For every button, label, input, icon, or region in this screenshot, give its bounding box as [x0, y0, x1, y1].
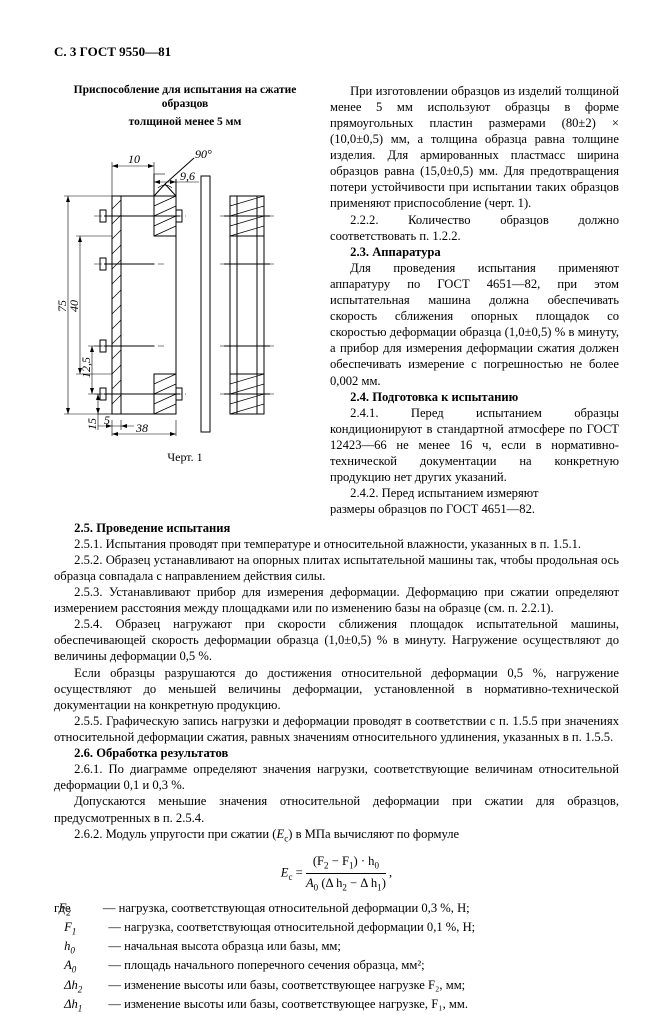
para-2-5-3: 2.5.3. Устанавливают прибор для измерени… — [54, 584, 619, 616]
where-4: A0 — площадь начального поперечного сече… — [54, 957, 619, 976]
f-eq: = — [293, 865, 306, 879]
heading-2-6: 2.6. Обработка результатов — [54, 745, 619, 761]
where-5: Δh2 — изменение высоты или базы, соответ… — [54, 977, 619, 996]
heading-2-4: 2.4. Подготовка к испытанию — [330, 389, 619, 405]
para-2-5-4b: Если образцы разрушаются до достижения о… — [54, 665, 619, 713]
two-column-block: Приспособление для испытания на сжатие о… — [54, 83, 619, 518]
where-list: где F2 — нагрузка, соответствующая относ… — [54, 900, 619, 1015]
heading-2-3: 2.3. Аппаратура — [330, 244, 619, 260]
para-2-6-2: 2.6.2. Модуль упругости при сжатии (Ec) … — [54, 826, 619, 845]
f-lhs: E — [281, 865, 289, 879]
page-header: С. 3 ГОСТ 9550—81 — [54, 44, 619, 61]
where-6: Δh1 — изменение высоты или базы, соответ… — [54, 996, 619, 1015]
formula-Ec: Ec = (F2 − F1) · h0 A0 (Δ h2 − Δ h1) , — [54, 853, 619, 894]
heading-2-5: 2.5. Проведение испытания — [54, 520, 619, 536]
figure-title-line2: толщиной менее 5 мм — [54, 115, 316, 129]
para-2-4-2a: 2.4.2. Перед испытанием измеряют — [330, 485, 619, 501]
para-2-5-4: 2.5.4. Образец нагружают при скорости сб… — [54, 616, 619, 664]
f-den-b: (Δ h — [318, 876, 342, 890]
dim-96: 9,6 — [180, 169, 195, 183]
where-2: F1 — нагрузка, соответствующая относител… — [54, 919, 619, 938]
dim-15: 15 — [85, 418, 99, 430]
f-tail: , — [386, 865, 392, 879]
figure-drawing: 10 9,6 90° 75 40 12,5 15 5 38 — [54, 134, 316, 444]
para-2-5-1: 2.5.1. Испытания проводят при температур… — [54, 536, 619, 552]
para-2-4-1: 2.4.1. Перед испытанием образцы кондицио… — [330, 405, 619, 486]
f-den-a: A — [306, 876, 314, 890]
para-2-2-2: 2.2.2. Количество образцов должно соотве… — [330, 212, 619, 244]
para-2-6-1b: Допускаются меньшие значения относительн… — [54, 793, 619, 825]
dim-90: 90° — [195, 147, 212, 161]
para-2-5-5: 2.5.5. Графическую запись нагрузки и деф… — [54, 713, 619, 745]
f-num-b: − F — [329, 854, 349, 868]
where-1: где F2 — нагрузка, соответствующая относ… — [54, 900, 619, 919]
figure-column: Приспособление для испытания на сжатие о… — [54, 83, 316, 518]
para-2-4-2b: размеры образцов по ГОСТ 4651—82. — [330, 501, 619, 517]
figure-caption: Черт. 1 — [54, 450, 316, 465]
figure-title-line1: Приспособление для испытания на сжатие о… — [54, 83, 316, 112]
para-2-3-body: Для проведения испытания применяют аппар… — [330, 260, 619, 389]
p262-pre: 2.6.2. Модуль упругости при сжатии ( — [74, 827, 276, 841]
body-block: 2.5. Проведение испытания 2.5.1. Испытан… — [54, 520, 619, 1015]
dim-10: 10 — [128, 152, 140, 166]
para-2-2-intro: При изготовлении образцов из изделий тол… — [330, 83, 619, 212]
f-num-c-sub: 0 — [374, 860, 379, 870]
para-2-6-1: 2.6.1. По диаграмме определяют значения … — [54, 761, 619, 793]
dim-40: 40 — [67, 300, 81, 312]
dim-125: 12,5 — [79, 357, 93, 378]
dim-38: 38 — [135, 421, 148, 435]
f-den-c: − Δ h — [347, 876, 377, 890]
right-text-column: При изготовлении образцов из изделий тол… — [330, 83, 619, 518]
f-num-c: ) · h — [353, 854, 374, 868]
where-3: h0 — начальная высота образца или базы, … — [54, 938, 619, 957]
dim-5: 5 — [104, 413, 110, 427]
p262-post: ) в МПа вычисляют по формуле — [288, 827, 459, 841]
para-2-5-2: 2.5.2. Образец устанавливают на опорных … — [54, 552, 619, 584]
page: С. 3 ГОСТ 9550—81 Приспособление для исп… — [0, 0, 661, 936]
f-num-a: (F — [313, 854, 324, 868]
